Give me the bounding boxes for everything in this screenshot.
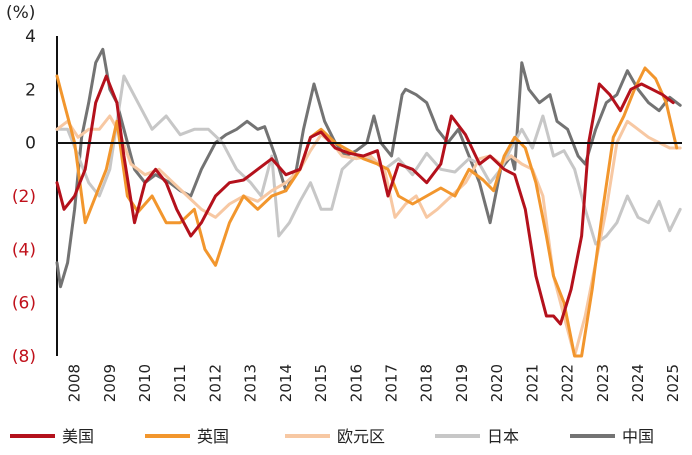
x-tick-label: 2012	[207, 364, 225, 402]
y-unit-label: (%)	[6, 3, 35, 23]
y-tick-label: (6)	[12, 294, 36, 314]
x-tick-label: 2025	[664, 364, 682, 402]
y-axis: 4 2 0 (2) (4) (6) (8)	[12, 27, 36, 367]
legend-label: 欧元区	[337, 427, 385, 446]
x-tick-label: 2023	[594, 364, 612, 402]
x-tick-label: 2022	[559, 364, 577, 402]
series-line-3	[55, 66, 679, 358]
y-tick-label: 2	[25, 80, 36, 100]
x-tick-label: 2008	[66, 364, 84, 402]
x-tick-label: 2019	[453, 364, 471, 402]
x-tick-label: 2013	[242, 364, 260, 402]
y-tick-label: 0	[25, 134, 36, 154]
legend-label: 日本	[487, 427, 519, 446]
x-tick-label: 2011	[171, 364, 189, 402]
x-tick-label: 2015	[312, 364, 330, 402]
x-axis: 2008 2009 2010 2011 2012 2013 2014 2015 2016 2017…	[66, 364, 683, 402]
legend-label: 美国	[62, 427, 94, 446]
x-tick-label: 2009	[101, 364, 119, 402]
legend: 美国 英国 欧元区 日本 中国	[10, 427, 654, 446]
x-tick-label: 2010	[136, 364, 154, 402]
y-tick-label: (8)	[12, 347, 36, 367]
series-line-4	[55, 74, 675, 326]
x-tick-label: 2021	[523, 364, 541, 402]
x-tick-label: 2017	[383, 364, 401, 402]
legend-label: 中国	[622, 427, 654, 446]
y-tick-label: 4	[25, 27, 36, 47]
series-lines	[55, 47, 682, 358]
x-tick-label: 2016	[347, 364, 365, 402]
legend-label: 英国	[197, 427, 229, 446]
y-tick-label: (4)	[12, 240, 36, 260]
x-tick-label: 2024	[629, 364, 647, 402]
x-tick-label: 2020	[488, 364, 506, 402]
y-tick-label: (2)	[12, 187, 36, 207]
x-tick-label: 2018	[418, 364, 436, 402]
x-tick-label: 2014	[277, 364, 295, 402]
